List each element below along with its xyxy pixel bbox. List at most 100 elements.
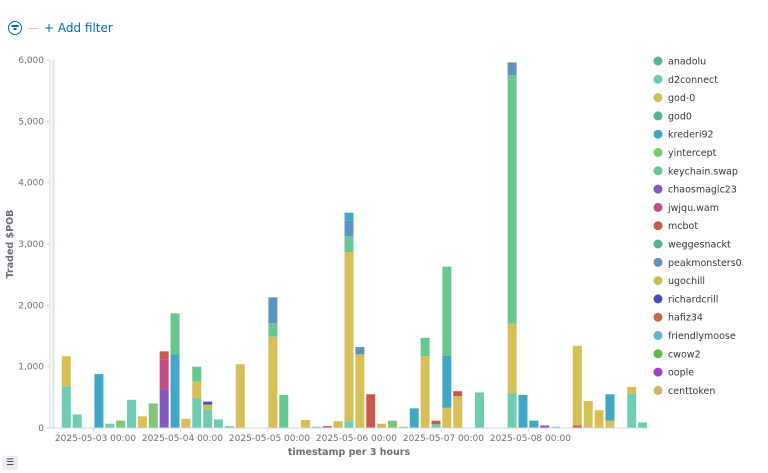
bar-segment[interactable] [377, 423, 387, 428]
bar-stack[interactable] [148, 403, 158, 428]
bar-segment[interactable] [301, 420, 311, 428]
bar-stack[interactable] [311, 426, 321, 428]
bar-stack[interactable] [61, 356, 71, 428]
bar-segment[interactable] [159, 389, 169, 428]
bar-stack[interactable] [605, 394, 615, 428]
legend-item[interactable]: weggesnackt [653, 239, 732, 251]
bar-stack[interactable] [366, 394, 376, 428]
bar-stack[interactable] [431, 420, 441, 428]
legend-item[interactable]: jwjqu.wam [653, 202, 719, 214]
bar-segment[interactable] [453, 396, 463, 428]
bar-segment[interactable] [192, 381, 202, 398]
bar-segment[interactable] [203, 401, 213, 405]
bar-stack[interactable] [192, 366, 202, 428]
bar-segment[interactable] [420, 337, 430, 357]
bar-stack[interactable] [638, 422, 648, 428]
bar-segment[interactable] [322, 426, 332, 428]
bar-segment[interactable] [268, 297, 278, 324]
bar-stack[interactable] [627, 386, 637, 428]
legend-item[interactable]: oople [653, 367, 695, 379]
bar-segment[interactable] [333, 421, 343, 428]
bar-stack[interactable] [377, 423, 387, 428]
bar-segment[interactable] [268, 336, 278, 428]
bar-segment[interactable] [507, 62, 517, 76]
legend-item[interactable]: d2connect [653, 74, 719, 86]
bar-segment[interactable] [159, 351, 169, 360]
bar-stack[interactable] [137, 416, 147, 428]
bar-segment[interactable] [431, 424, 441, 428]
bar-segment[interactable] [192, 397, 202, 428]
bar-stack[interactable] [224, 426, 234, 428]
bar-segment[interactable] [442, 266, 452, 356]
bar-segment[interactable] [366, 394, 376, 428]
bar-segment[interactable] [572, 425, 582, 428]
bar-segment[interactable] [355, 347, 365, 355]
bar-stack[interactable] [127, 399, 137, 428]
bar-segment[interactable] [105, 423, 115, 428]
bar-segment[interactable] [170, 313, 180, 355]
bar-segment[interactable] [551, 426, 561, 428]
bar-segment[interactable] [116, 420, 126, 428]
bar-segment[interactable] [137, 416, 147, 428]
bar-segment[interactable] [627, 386, 637, 394]
legend-item[interactable]: hafiz34 [653, 312, 703, 324]
bar-segment[interactable] [268, 323, 278, 337]
bar-stack[interactable] [507, 62, 517, 428]
bar-stack[interactable] [453, 391, 463, 428]
bar-stack[interactable] [116, 420, 126, 428]
bar-segment[interactable] [224, 426, 234, 428]
bar-segment[interactable] [420, 356, 430, 428]
bar-segment[interactable] [344, 251, 354, 422]
bar-stack[interactable] [159, 351, 169, 428]
bar-stack[interactable] [279, 394, 289, 428]
bar-stack[interactable] [518, 394, 528, 428]
bar-segment[interactable] [235, 364, 245, 428]
bar-stack[interactable] [333, 421, 343, 428]
bar-segment[interactable] [594, 410, 604, 428]
legend-item[interactable]: richardcrill [653, 294, 719, 305]
bar-stack[interactable] [474, 392, 484, 428]
bar-segment[interactable] [61, 386, 71, 428]
bar-segment[interactable] [583, 401, 593, 428]
legend-item[interactable]: mcbot [653, 221, 699, 232]
legend-item[interactable]: krederi92 [653, 129, 714, 141]
bar-segment[interactable] [442, 407, 452, 428]
bar-segment[interactable] [638, 422, 648, 428]
bar-segment[interactable] [127, 399, 137, 428]
bar-segment[interactable] [344, 236, 354, 252]
legend-item[interactable]: god-0 [653, 93, 696, 104]
legend-item[interactable]: anadolu [653, 56, 707, 68]
bar-segment[interactable] [529, 420, 539, 428]
bar-stack[interactable] [214, 419, 224, 428]
bar-segment[interactable] [442, 355, 452, 408]
bar-stack[interactable] [170, 313, 180, 428]
bar-segment[interactable] [344, 220, 354, 237]
bar-segment[interactable] [507, 393, 517, 428]
bar-segment[interactable] [170, 354, 180, 428]
bar-stack[interactable] [398, 426, 408, 428]
bar-stack[interactable] [72, 414, 82, 428]
legend-item[interactable]: god0 [653, 111, 692, 122]
bar-segment[interactable] [518, 394, 528, 428]
bar-segment[interactable] [181, 418, 191, 428]
bar-segment[interactable] [453, 391, 463, 397]
bar-segment[interactable] [572, 345, 582, 426]
bar-stack[interactable] [203, 401, 213, 428]
legend-item[interactable]: ugochill [653, 276, 706, 287]
bar-stack[interactable] [594, 410, 604, 428]
bar-segment[interactable] [540, 425, 550, 428]
legend-item[interactable]: chaosmagic23 [653, 184, 737, 196]
bar-segment[interactable] [159, 359, 169, 390]
bar-stack[interactable] [420, 337, 430, 428]
bar-stack[interactable] [268, 297, 278, 428]
bar-stack[interactable] [387, 420, 397, 428]
bar-segment[interactable] [605, 394, 615, 421]
bar-stack[interactable] [181, 418, 191, 428]
bar-segment[interactable] [605, 420, 615, 428]
bar-segment[interactable] [409, 408, 419, 428]
legend-item[interactable]: centtoken [653, 385, 716, 397]
bar-segment[interactable] [192, 366, 202, 382]
bar-segment[interactable] [311, 426, 321, 428]
bar-segment[interactable] [507, 75, 517, 324]
bar-segment[interactable] [474, 392, 484, 428]
